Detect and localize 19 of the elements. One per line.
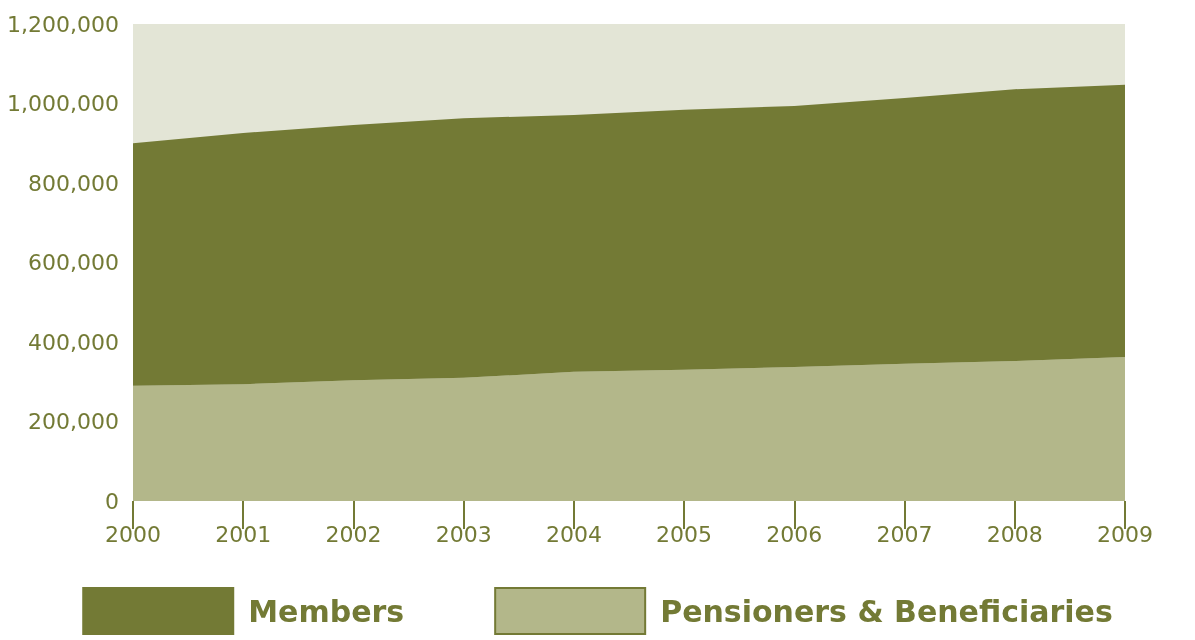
y-tick-label: 1,200,000 <box>7 11 119 37</box>
x-tick-label: 2003 <box>435 521 492 547</box>
x-tick-label: 2006 <box>766 521 823 547</box>
y-tick-label: 400,000 <box>28 329 119 355</box>
y-tick-label: 200,000 <box>28 409 119 434</box>
y-tick-label: 1,000,000 <box>7 91 119 116</box>
x-tick-label: 2008 <box>986 521 1043 547</box>
x-tick-label: 2009 <box>1097 521 1153 547</box>
x-tick-label: 2005 <box>656 521 713 547</box>
x-tick-label: 2007 <box>876 521 933 547</box>
x-tick-label: 2004 <box>545 521 602 547</box>
y-tick-label: 600,000 <box>28 250 119 275</box>
x-tick-label: 2002 <box>325 521 382 547</box>
x-tick-label: 2001 <box>215 521 272 547</box>
legend-label: Pensioners & Beneficiaries <box>660 593 1113 629</box>
y-tick-label: 800,000 <box>28 170 119 196</box>
legend-label: Members <box>248 593 405 629</box>
x-tick-label: 2000 <box>105 521 161 547</box>
y-tick-label: 0 <box>105 488 119 514</box>
